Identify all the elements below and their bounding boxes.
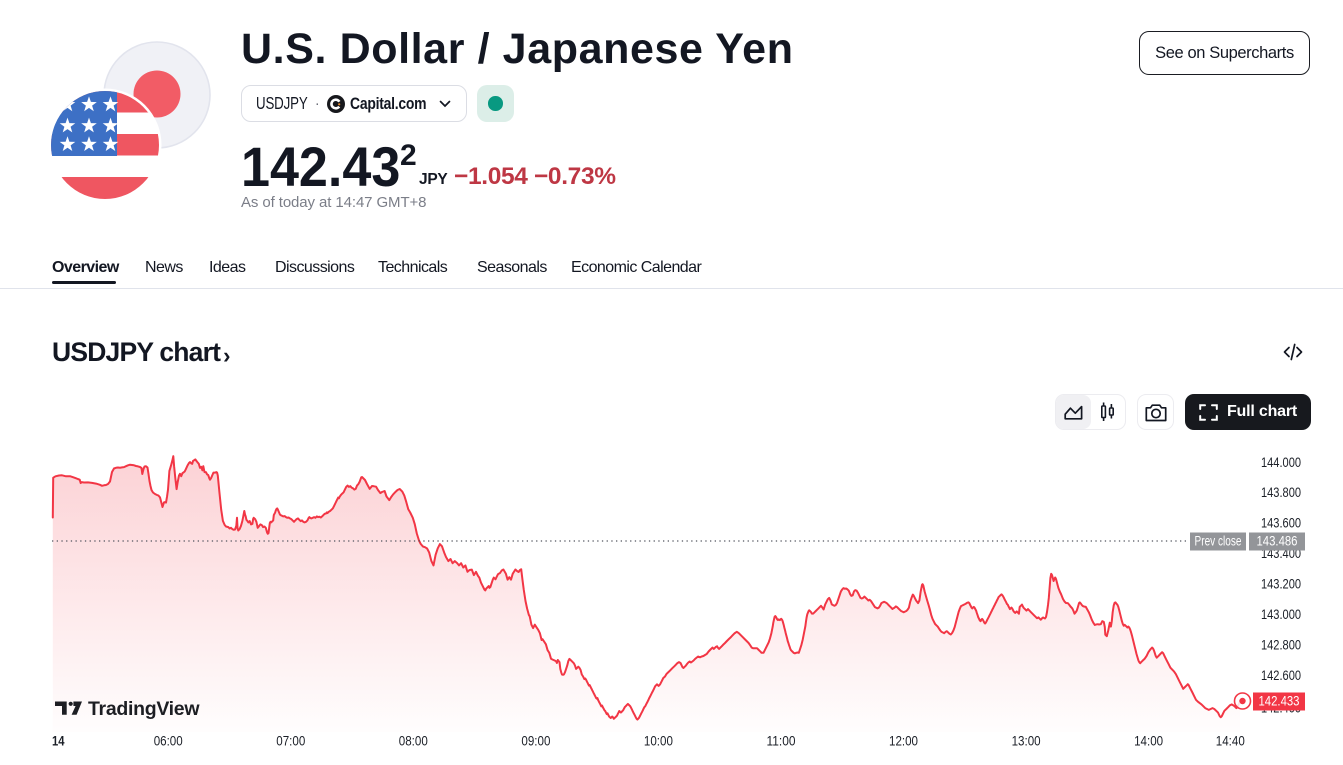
svg-text:143.486: 143.486: [1257, 534, 1298, 549]
svg-text:142.600: 142.600: [1261, 667, 1301, 683]
svg-text:143.800: 143.800: [1261, 484, 1301, 500]
svg-text:06:00: 06:00: [154, 733, 183, 749]
svg-text:14:00: 14:00: [1134, 733, 1163, 749]
svg-text:08:00: 08:00: [399, 733, 428, 749]
svg-text:143.600: 143.600: [1261, 515, 1301, 531]
svg-text:144.000: 144.000: [1261, 454, 1301, 470]
svg-text:14:40: 14:40: [1216, 733, 1245, 749]
svg-text:TradingView: TradingView: [88, 698, 200, 720]
svg-text:13:00: 13:00: [1012, 733, 1041, 749]
svg-text:142.433: 142.433: [1259, 694, 1300, 709]
svg-text:142.800: 142.800: [1261, 636, 1301, 652]
svg-text:11:00: 11:00: [767, 733, 796, 749]
svg-text:Prev close: Prev close: [1195, 534, 1242, 549]
svg-text:12:00: 12:00: [889, 733, 918, 749]
svg-text:09:00: 09:00: [521, 733, 550, 749]
svg-text:143.200: 143.200: [1261, 576, 1301, 592]
svg-text:07:00: 07:00: [276, 733, 305, 749]
svg-text:10:00: 10:00: [644, 733, 673, 749]
svg-text:14: 14: [52, 733, 65, 749]
svg-text:143.000: 143.000: [1261, 606, 1301, 622]
